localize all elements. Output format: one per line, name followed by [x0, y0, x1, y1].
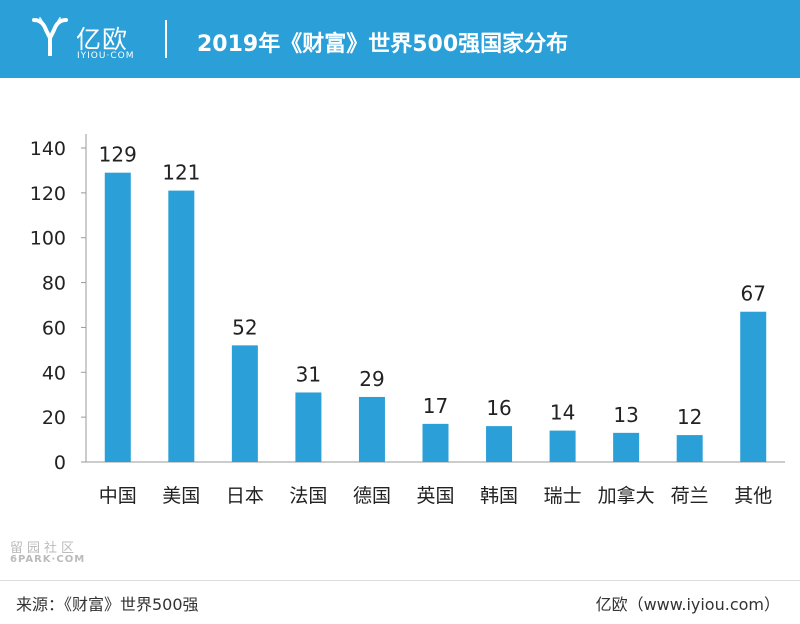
watermark-en: 6PARK·COM [10, 554, 86, 565]
y-tick-label: 80 [42, 273, 66, 295]
x-tick-label: 日本 [226, 485, 264, 507]
bar-chart: 0 20 40 60 80 100 120 140 129 中国 121 美国 52 日本 31 法国 29 德国… [30, 134, 785, 507]
data-label: 17 [423, 394, 448, 418]
x-tick-label: 加拿大 [598, 484, 655, 507]
y-tick-label: 60 [42, 317, 66, 339]
logo-name: 亿欧 [76, 25, 129, 54]
bar-7 [549, 430, 576, 462]
bar-4 [358, 396, 385, 462]
header-banner: 亿欧 IYIOU·COM 2019年《财富》世界500强国家分布 [0, 0, 800, 78]
x-tick-label: 瑞士 [544, 485, 582, 507]
x-tick-label: 荷兰 [671, 485, 709, 507]
data-label: 14 [550, 401, 575, 425]
x-tick-label: 韩国 [480, 485, 518, 507]
page-title: 2019年《财富》世界500强国家分布 [197, 32, 569, 57]
x-tick-label: 中国 [99, 485, 137, 507]
bar-2 [231, 345, 258, 462]
data-label: 31 [296, 362, 321, 386]
y-tick-label: 140 [30, 138, 66, 160]
x-tick-label: 英国 [416, 485, 454, 507]
bar-1 [168, 190, 195, 462]
x-tick-label: 其他 [734, 485, 772, 507]
logo: 亿欧 IYIOU·COM [30, 14, 180, 64]
y-tick-label: 40 [42, 362, 66, 384]
data-label: 67 [741, 282, 766, 306]
source-note: 来源：《财富》世界500强 [16, 595, 199, 614]
x-tick-label: 德国 [353, 485, 391, 507]
data-label: 16 [486, 396, 511, 420]
bar-5 [422, 423, 449, 462]
iyiou-logo-icon [32, 17, 68, 56]
bar-10 [740, 311, 767, 462]
y-tick-label: 0 [54, 452, 66, 474]
x-tick-label: 法国 [289, 485, 327, 507]
watermark: 留园社区 6PARK·COM [10, 537, 90, 569]
x-tick-label: 美国 [162, 485, 200, 507]
watermark-cn: 留园社区 [10, 541, 79, 556]
data-label: 12 [677, 405, 702, 429]
data-label: 129 [99, 143, 137, 167]
logo-domain: IYIOU·COM [77, 51, 135, 61]
y-tick-label: 20 [42, 407, 66, 429]
bar-9 [676, 435, 703, 462]
header-divider [165, 20, 167, 58]
credit-note: 亿欧（www.iyiou.com） [595, 595, 780, 614]
data-label: 121 [162, 161, 200, 185]
bar-3 [295, 392, 322, 462]
data-label: 52 [232, 315, 257, 339]
y-tick-label: 100 [30, 228, 66, 250]
data-label: 13 [613, 403, 638, 427]
bar-8 [613, 432, 640, 462]
bar-6 [486, 426, 513, 462]
bar-0 [104, 172, 131, 462]
data-label: 29 [359, 367, 384, 391]
footer-divider [0, 580, 800, 581]
y-tick-label: 120 [30, 183, 66, 205]
